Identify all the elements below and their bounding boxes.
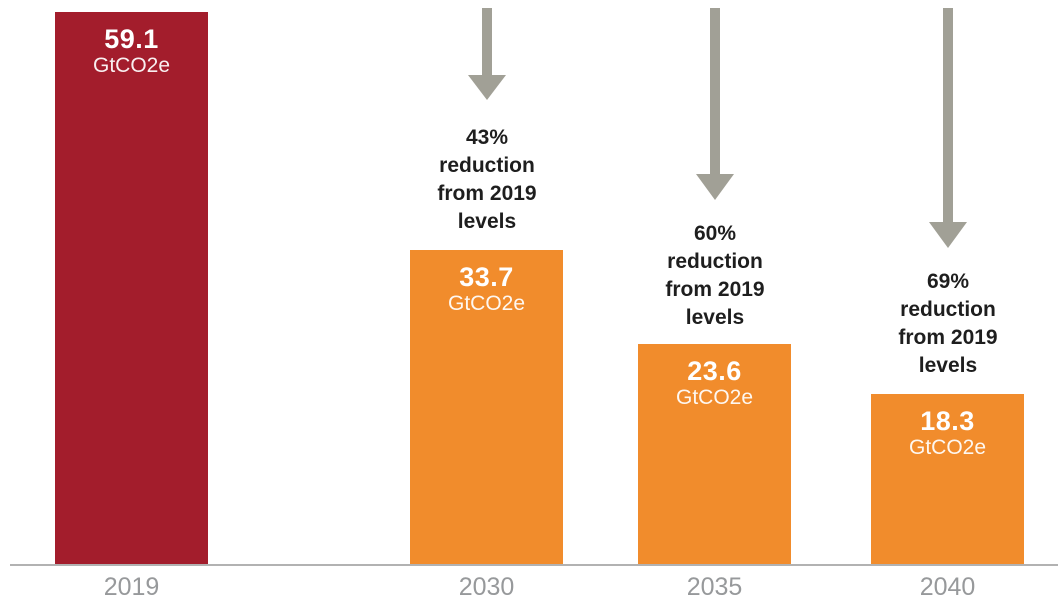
arrow-head (696, 174, 734, 200)
x-tick-2030: 2030 (458, 573, 515, 601)
reduction-annotation-2040: 69% reduction from 2019 levels (898, 270, 998, 377)
x-tick-2035: 2035 (686, 573, 743, 601)
bar-value-label: 33.7 (459, 262, 514, 292)
bar-unit-label: GtCO2e (675, 386, 754, 409)
arrow-head (468, 75, 506, 100)
bar-value-label: 18.3 (920, 406, 975, 436)
x-axis-line (10, 564, 1058, 566)
bar-2035: 23.6 GtCO2e (638, 344, 791, 565)
arrow-head (929, 222, 967, 248)
reduction-annotation-2035: 60% reduction from 2019 levels (665, 222, 765, 329)
bar-unit-label: GtCO2e (92, 54, 171, 77)
bar-unit-label: GtCO2e (908, 436, 987, 459)
x-tick-2040: 2040 (919, 573, 976, 601)
x-tick-2019: 2019 (103, 573, 160, 601)
bar-2030: 33.7 GtCO2e (410, 250, 563, 565)
down-arrow-icon (468, 8, 506, 100)
arrow-stem (482, 8, 492, 75)
bar-value-label: 59.1 (104, 24, 159, 54)
bar-2019: 59.1 GtCO2e (55, 12, 208, 565)
bar-value-label: 23.6 (687, 356, 742, 386)
reduction-annotation-2030: 43% reduction from 2019 levels (437, 126, 537, 233)
down-arrow-icon (696, 8, 734, 200)
arrow-stem (943, 8, 953, 222)
arrow-stem (710, 8, 720, 174)
down-arrow-icon (929, 8, 967, 248)
bar-2040: 18.3 GtCO2e (871, 394, 1024, 565)
bar-unit-label: GtCO2e (447, 292, 526, 315)
